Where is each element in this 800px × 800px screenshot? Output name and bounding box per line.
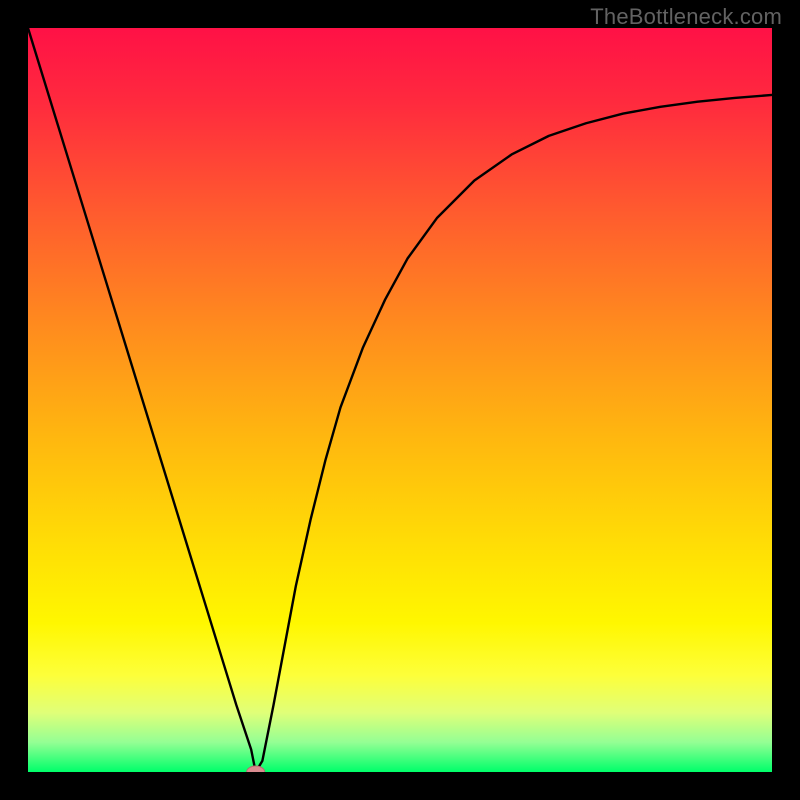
chart-background — [28, 28, 772, 772]
watermark-text: TheBottleneck.com — [590, 4, 782, 30]
chart-svg — [28, 28, 772, 772]
chart-frame: TheBottleneck.com — [0, 0, 800, 800]
plot-area — [28, 28, 772, 772]
